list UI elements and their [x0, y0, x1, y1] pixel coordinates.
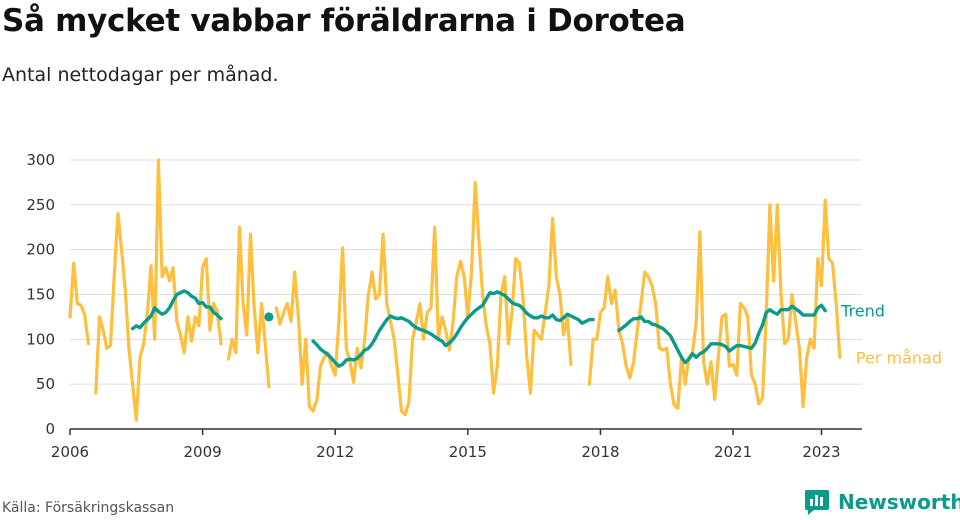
series-label-trend: Trend	[840, 302, 885, 321]
chart-subtitle: Antal nettodagar per månad.	[2, 64, 279, 86]
series-labels: Trend Per månad	[840, 302, 942, 368]
monthly-line-segment-1	[68, 261, 91, 346]
monthly-line-segment-3	[226, 225, 271, 389]
monthly-line-segment-5	[587, 198, 842, 410]
y-tick-label: 200	[26, 241, 55, 259]
y-tick-label: 100	[26, 330, 55, 348]
y-tick-label: 50	[36, 375, 55, 393]
series-label-monthly: Per månad	[856, 348, 942, 367]
y-tick-label: 250	[26, 196, 55, 214]
trend-line-segment-4	[617, 303, 827, 365]
y-tick-label: 0	[45, 420, 55, 438]
y-tick-label: 300	[26, 151, 55, 169]
trend-line-segment-3	[311, 290, 595, 368]
gridlines	[70, 159, 862, 385]
y-axis: 0 50 100 150 200 250 300	[26, 151, 55, 438]
monthly-line-segment-2	[94, 158, 223, 422]
x-tick-label: 2023	[802, 443, 840, 461]
x-tick-label: 2009	[184, 443, 222, 461]
x-tick-label: 2012	[316, 443, 354, 461]
x-axis: 2006 2009 2012 2015 2018 2021 2023	[51, 428, 862, 461]
brand-name: Newsworthy	[838, 490, 960, 514]
trend-point	[264, 312, 274, 322]
chart-title: Så mycket vabbar föräldrarna i Dorotea	[2, 3, 686, 39]
x-tick-label: 2021	[714, 443, 752, 461]
source-note: Källa: Försäkringskassan	[2, 500, 175, 516]
x-tick-label: 2018	[581, 443, 619, 461]
y-tick-label: 150	[26, 286, 55, 304]
monthly-line-segment-4	[274, 180, 573, 417]
trend-line-segment-1	[130, 289, 223, 331]
x-tick-label: 2015	[449, 443, 487, 461]
series-per-manad	[68, 158, 842, 422]
x-tick-label: 2006	[51, 443, 89, 461]
brand-logo[interactable]: Newsworthy	[804, 488, 960, 516]
newsworthy-logo-icon	[805, 490, 829, 515]
series-trend	[130, 289, 827, 368]
